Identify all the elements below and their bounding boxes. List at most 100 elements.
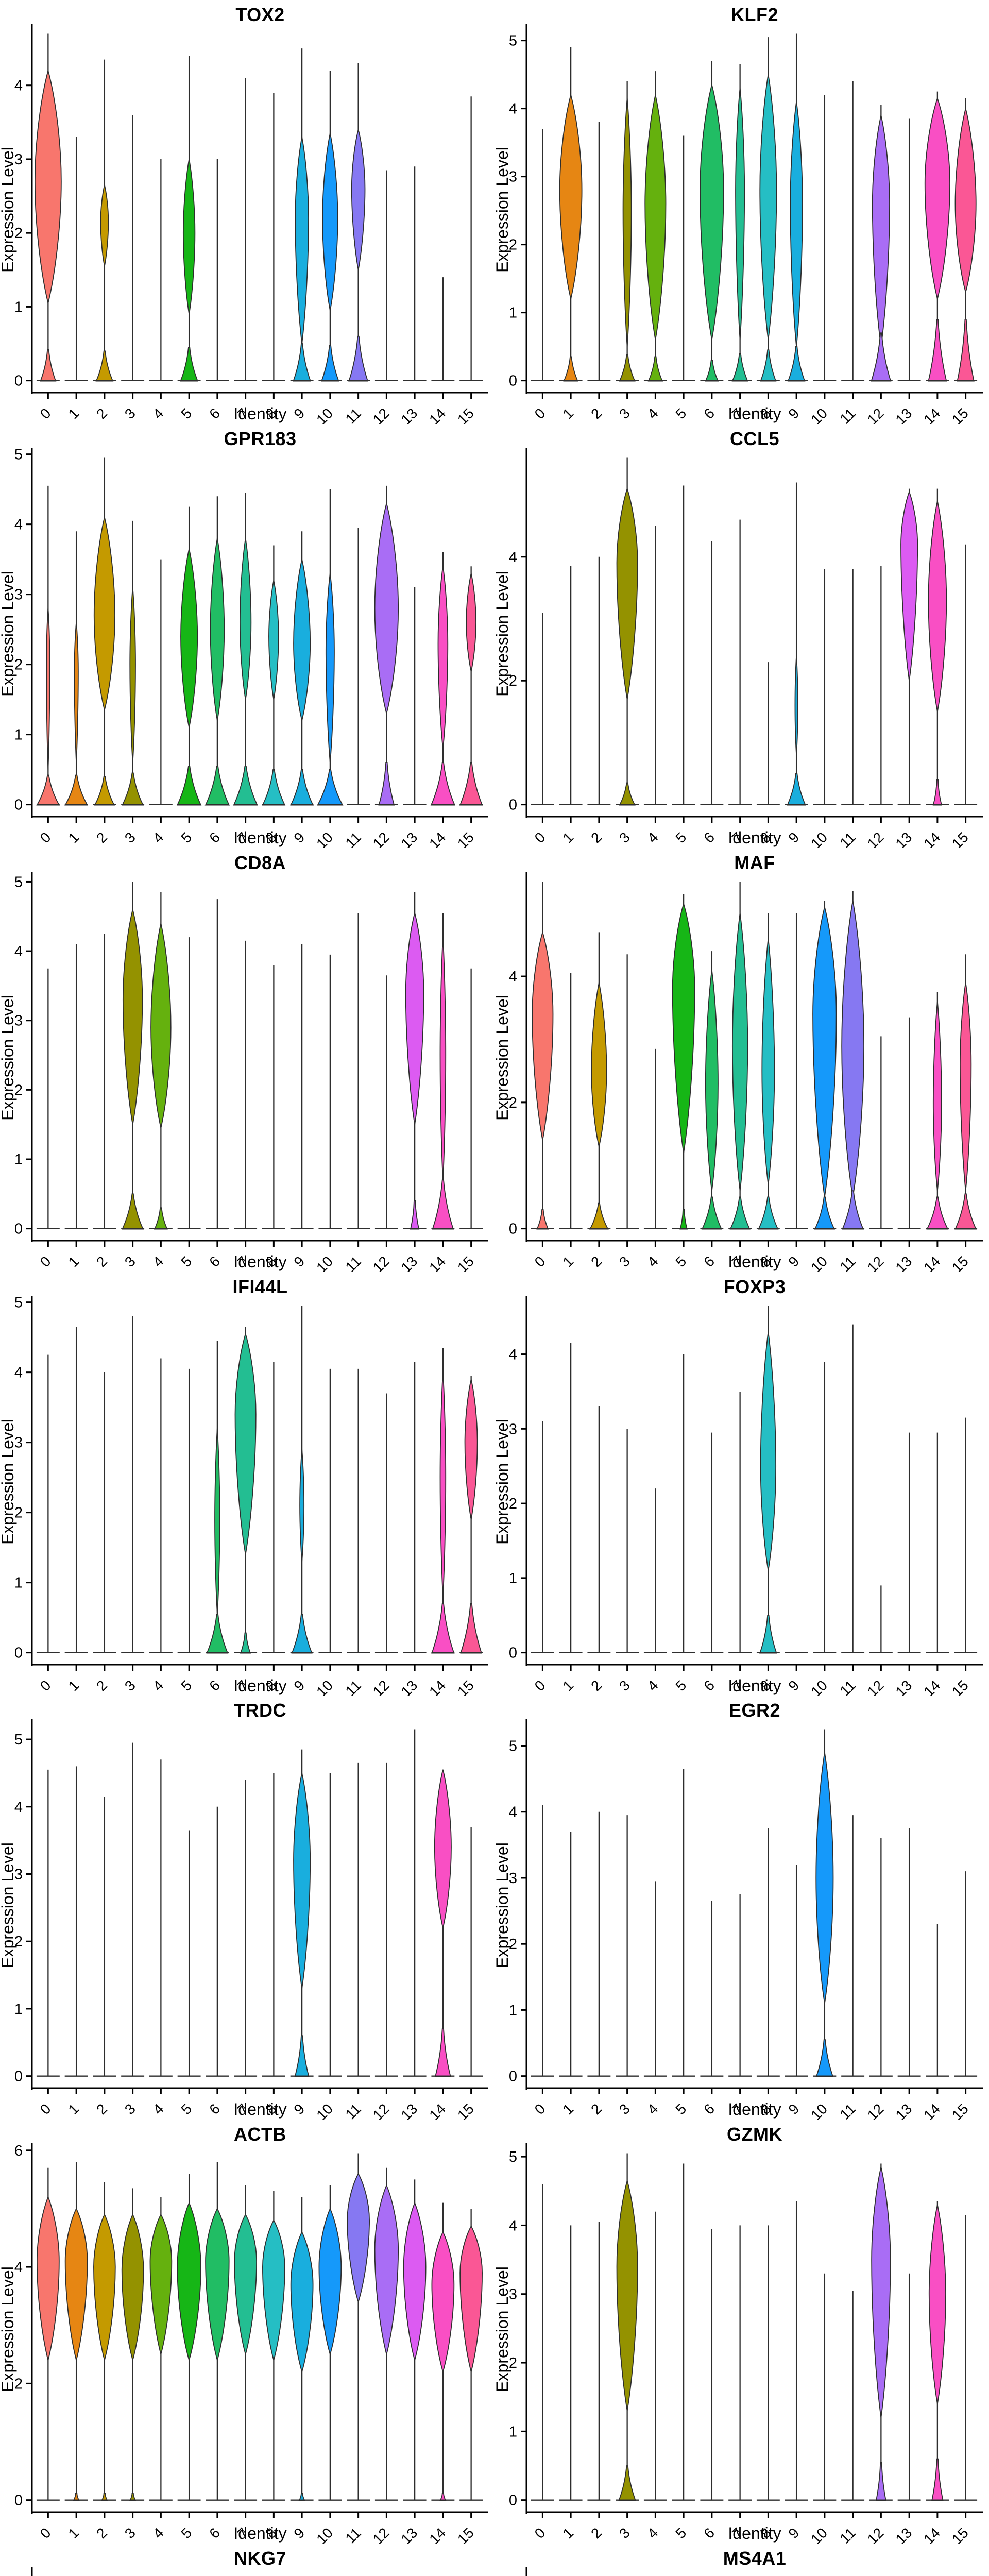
x-tick-label: 2 <box>588 2525 605 2542</box>
violin-ACTB-6 <box>205 2162 230 2501</box>
violin-base-blob <box>240 1632 251 1654</box>
violin-CCL5-10 <box>813 569 837 805</box>
panel-title: MS4A1 <box>723 2548 787 2569</box>
x-tick-label: 11 <box>342 1253 364 1272</box>
violin-FOXP3-3 <box>616 1428 639 1653</box>
x-tick-label: 3 <box>616 405 633 422</box>
violin-TRDC-0 <box>36 1770 60 2077</box>
x-tick-label: 12 <box>370 1253 393 1272</box>
violin-GZMK-1 <box>559 2225 583 2501</box>
x-tick-label: 13 <box>398 405 420 424</box>
x-axis-title: Identity <box>233 2524 286 2543</box>
violin-base-blob <box>294 2035 310 2077</box>
violin-body <box>205 2208 230 2362</box>
x-tick-label: 14 <box>426 405 449 424</box>
panel-trdc: TRDC 0 1 2 3 4 5 Expression Level 0 1 2 3 4 5 6 7 8 9 10 1… <box>0 1696 494 2120</box>
violin-body <box>234 1332 257 1554</box>
violin-TOX2-0 <box>34 33 62 382</box>
violin-TRDC-12 <box>374 1763 398 2077</box>
violin-TOX2-13 <box>403 166 427 381</box>
x-tick-label: 14 <box>920 2525 943 2544</box>
violin-body <box>932 1001 942 1191</box>
violin-FOXP3-4 <box>643 1488 667 1653</box>
y-tick-label: 0 <box>509 2069 517 2085</box>
violin-body <box>532 930 554 1141</box>
x-tick-label: 3 <box>122 2525 139 2542</box>
x-tick-label: 11 <box>837 2525 858 2544</box>
violin-body <box>318 2207 342 2357</box>
y-tick-label: 2 <box>509 1095 517 1111</box>
x-tick-label: 0 <box>37 1253 54 1270</box>
x-tick-label: 15 <box>454 2525 477 2544</box>
violin-body <box>290 2231 314 2374</box>
violin-CCL5-5 <box>672 485 695 805</box>
x-tick-label: 12 <box>370 1677 393 1696</box>
x-tick-label: 4 <box>150 405 167 422</box>
violin-base-blob <box>957 318 975 382</box>
violin-body <box>700 84 724 340</box>
violin-base-blob <box>317 769 344 806</box>
x-tick-label: 11 <box>342 405 364 424</box>
x-tick-label: 15 <box>949 2525 971 2544</box>
violin-base-blob <box>40 349 57 382</box>
y-axis-title: Expression Level <box>0 2266 17 2392</box>
violin-EGR2-14 <box>926 1924 949 2077</box>
x-tick-label: 4 <box>150 2101 167 2118</box>
x-tick-label: 1 <box>559 829 576 846</box>
y-tick-label: 3 <box>14 1434 23 1451</box>
violin-MAF-4 <box>643 1048 667 1229</box>
y-tick-label: 4 <box>14 2259 23 2276</box>
x-tick-label: 2 <box>93 829 110 846</box>
y-tick-label: 4 <box>509 549 517 566</box>
violin-CCL5-7 <box>728 519 752 805</box>
x-tick-label: 10 <box>808 2525 830 2544</box>
violin-body <box>64 2208 88 2361</box>
x-tick-label: 10 <box>808 405 830 424</box>
violin-CD8A-13 <box>403 892 427 1230</box>
x-tick-label: 0 <box>37 405 54 422</box>
y-tick-label: 4 <box>14 1364 23 1381</box>
violin-base-blob <box>36 774 60 806</box>
x-tick-label: 1 <box>65 2101 82 2118</box>
violin-base-blob <box>871 332 892 382</box>
violin-body <box>464 1379 478 1519</box>
violin-TRDC-13 <box>403 1729 427 2077</box>
y-tick-label: 1 <box>14 726 23 743</box>
violin-CCL5-3 <box>616 457 639 806</box>
violin-TOX2-2 <box>93 59 116 382</box>
y-tick-label: 5 <box>14 874 23 890</box>
violin-TRDC-10 <box>318 1773 342 2077</box>
x-tick-label: 2 <box>93 2101 110 2118</box>
violin-body <box>149 2213 173 2357</box>
violin-IFI44L-6 <box>206 1340 229 1654</box>
x-axis-title: Identity <box>728 2524 781 2543</box>
violin-EGR2-8 <box>756 1828 780 2077</box>
panel-cd8a: CD8A 0 1 2 3 4 5 Expression Level 0 1 2 3 4 5 6 7 8 9 10 1… <box>0 848 494 1272</box>
violin-GZMK-3 <box>616 2153 639 2501</box>
violin-base-blob <box>815 2039 834 2077</box>
violin-FOXP3-1 <box>559 1343 583 1653</box>
y-tick-label: 1 <box>14 1151 23 1168</box>
violin-KLF2-2 <box>587 122 611 381</box>
violin-base-blob <box>430 761 456 806</box>
x-tick-label: 6 <box>206 2101 223 2118</box>
violin-base-blob <box>875 2462 886 2501</box>
violin-CCL5-6 <box>700 541 724 805</box>
x-tick-label: 14 <box>920 405 943 424</box>
x-tick-label: 9 <box>291 2525 308 2542</box>
violin-base-blob <box>705 360 719 382</box>
x-tick-label: 6 <box>701 1253 718 1270</box>
violin-body <box>37 2196 60 2361</box>
x-tick-label: 0 <box>532 2525 549 2542</box>
x-tick-label: 14 <box>920 1677 943 1696</box>
violin-base-blob <box>701 1196 723 1230</box>
panel-title: TOX2 <box>235 4 285 25</box>
y-axis-title: Expression Level <box>494 995 511 1121</box>
x-tick-label: 14 <box>426 1253 449 1272</box>
violin-IFI44L-14 <box>431 1347 455 1654</box>
violin-KLF2-1 <box>559 47 583 382</box>
